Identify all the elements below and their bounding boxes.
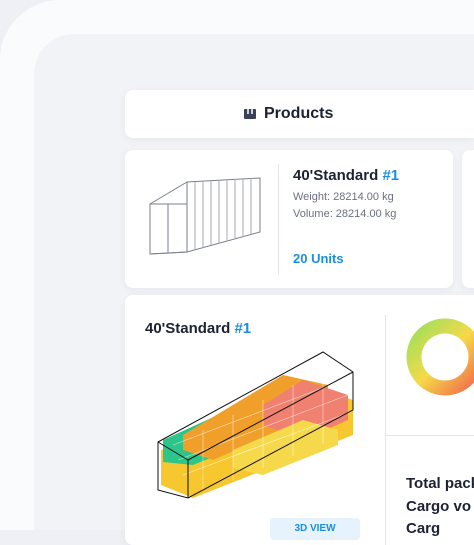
donut bbox=[406, 318, 474, 396]
next-card bbox=[462, 150, 474, 288]
container-title: 40'Standard #1 bbox=[293, 167, 399, 184]
summary-line: Cargo vo bbox=[406, 498, 472, 515]
weight: Weight: 28214.00 kg bbox=[293, 191, 394, 203]
loading-title: 40'Standard #1 bbox=[145, 320, 251, 337]
summary-line: Total pack bbox=[406, 475, 474, 492]
container-index: #1 bbox=[382, 167, 400, 184]
cargo-3d bbox=[157, 351, 354, 499]
divider bbox=[385, 315, 386, 545]
loading-card: 40'Standard #1 3D VIEW Total pack Cargo … bbox=[125, 295, 474, 545]
container-drawing bbox=[149, 177, 261, 255]
products-header: Products bbox=[125, 90, 474, 138]
loading-name: 40'Standard bbox=[145, 320, 231, 337]
container-card: 40'Standard #1 Weight: 28214.00 kg Volum… bbox=[125, 150, 453, 288]
loading-index: #1 bbox=[234, 320, 252, 337]
header-title: Products bbox=[264, 105, 334, 122]
volume: Volume: 28214.00 kg bbox=[293, 208, 397, 220]
summary-line: Carg bbox=[406, 520, 441, 537]
button-3d[interactable]: 3D VIEW bbox=[270, 518, 360, 540]
box-icon bbox=[244, 109, 256, 119]
container-name: 40'Standard bbox=[293, 167, 379, 184]
divider bbox=[278, 164, 279, 274]
units: 20 Units bbox=[293, 251, 344, 266]
divider bbox=[385, 435, 474, 436]
